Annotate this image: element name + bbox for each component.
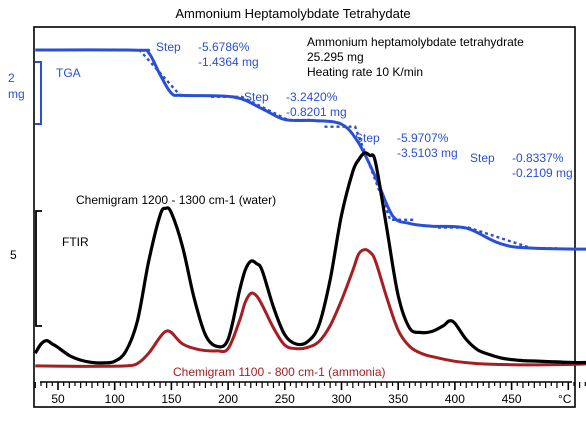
plot-frame bbox=[33, 26, 576, 408]
tga-step-mass-1: -1.4364 mg bbox=[198, 55, 259, 69]
x-tick-label: 300 bbox=[331, 392, 351, 406]
ftir-scale-value: 5 bbox=[10, 248, 17, 262]
ftir-scale-bracket bbox=[35, 210, 42, 327]
x-tick-label: 250 bbox=[275, 392, 295, 406]
tga-step-percent-3: -5.9707% bbox=[397, 131, 449, 145]
ammonia-chemigram-line bbox=[35, 248, 586, 368]
x-unit-label: °C bbox=[558, 392, 572, 406]
tga-step-mass-2: -0.8201 mg bbox=[286, 105, 347, 119]
tga-scale-bracket bbox=[35, 61, 42, 125]
tga-scale-value: 2 bbox=[8, 71, 15, 85]
tga-step-label-4: Step bbox=[470, 151, 495, 165]
sample-mass: 25.295 mg bbox=[307, 50, 364, 64]
heating-rate: Heating rate 10 K/min bbox=[307, 65, 423, 79]
ftir-scale-bar: 5 FTIR bbox=[10, 210, 89, 327]
ftir-label: FTIR bbox=[62, 235, 89, 249]
x-tick-label: 200 bbox=[218, 392, 238, 406]
x-tick-label: 400 bbox=[445, 392, 465, 406]
x-tick-label: 50 bbox=[51, 392, 65, 406]
tga-curve bbox=[35, 48, 586, 251]
x-axis: 50 100 150 200 250 300 350 400 450 °C bbox=[34, 381, 586, 406]
water-chemigram-line bbox=[33, 151, 586, 365]
x-tick-label: 350 bbox=[388, 392, 408, 406]
tga-scale-bar: 2 mg TGA bbox=[8, 61, 81, 125]
sample-name: Ammonium heptamolybdate tetrahydrate bbox=[307, 35, 524, 49]
chart-title: Ammonium Heptamolybdate Tetrahydate bbox=[175, 6, 410, 21]
tga-step-annotations: Step -5.6786%-1.4364 mg Step -3.2420%-0.820… bbox=[156, 40, 573, 180]
ammonia-chemigram-label: Chemigram 1100 - 800 cm-1 (ammonia) bbox=[173, 365, 386, 379]
tga-label: TGA bbox=[56, 66, 81, 80]
x-tick-label: 150 bbox=[161, 392, 181, 406]
tga-step-mass-4: -0.2109 mg bbox=[512, 166, 573, 180]
tga-step-label-3: Step bbox=[355, 131, 380, 145]
tga-scale-unit: mg bbox=[8, 87, 25, 101]
tga-step-percent-2: -3.2420% bbox=[286, 90, 338, 104]
sample-info: Ammonium heptamolybdate tetrahydrate 25.… bbox=[307, 35, 524, 79]
tga-step-label-2: Step bbox=[244, 90, 269, 104]
x-tick-label: 100 bbox=[105, 392, 125, 406]
tga-step-percent-1: -5.6786% bbox=[198, 40, 250, 54]
x-tick-label: 450 bbox=[502, 392, 522, 406]
tga-step-label-1: Step bbox=[156, 40, 181, 54]
tga-step-mass-3: -3.5103 mg bbox=[397, 146, 458, 160]
water-chemigram-label: Chemigram 1200 - 1300 cm-1 (water) bbox=[76, 193, 276, 207]
tga-step-percent-4: -0.8337% bbox=[512, 151, 564, 165]
